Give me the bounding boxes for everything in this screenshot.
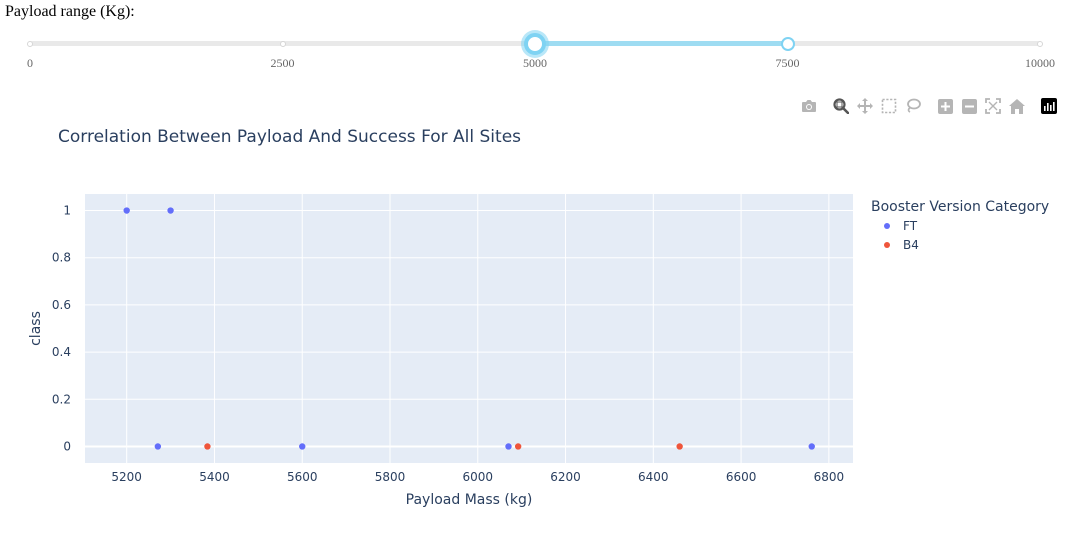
data-point-b4[interactable]: [204, 443, 211, 450]
y-tick-label: 0.6: [52, 298, 71, 312]
x-tick-label: 5600: [287, 470, 318, 484]
legend-marker-ft: [884, 223, 890, 229]
legend-marker-b4: [884, 242, 890, 248]
data-point-ft[interactable]: [808, 443, 815, 450]
y-tick-labels: 1 0.8 0.6 0.4 0.2 0: [52, 204, 71, 454]
y-tick-label: 1: [63, 204, 71, 218]
slider-mark-dot: [1037, 40, 1043, 47]
camera-icon[interactable]: [800, 97, 818, 115]
data-point-ft[interactable]: [299, 443, 306, 450]
data-point-ft[interactable]: [154, 443, 162, 450]
y-tick-label: 0.4: [52, 345, 71, 359]
y-gridlines: [85, 210, 853, 448]
data-point-ft[interactable]: [167, 207, 174, 214]
legend-item-b4[interactable]: B4: [884, 238, 919, 252]
y-axis-label: class: [28, 311, 44, 346]
slider-mark-dot: [27, 40, 33, 47]
slider-mark-label: 2500: [270, 56, 295, 70]
x-axis-label: Payload Mass (kg): [406, 492, 533, 508]
autoscale-icon[interactable]: [984, 97, 1002, 115]
y-tick-label: 0: [63, 439, 71, 453]
slider-selected-track[interactable]: [535, 41, 788, 46]
plot-area: [85, 194, 853, 463]
data-point-ft[interactable]: [123, 207, 130, 214]
y-tick-label: 0.8: [52, 251, 71, 265]
data-points: [123, 207, 815, 450]
zoom-out-icon[interactable]: [960, 97, 978, 115]
payload-range-label: Payload range (Kg):: [5, 3, 135, 20]
pan-icon[interactable]: [856, 97, 874, 115]
legend-item-ft[interactable]: FT: [884, 219, 917, 233]
data-point-ft[interactable]: [505, 443, 512, 450]
x-tick-label: 6000: [463, 470, 494, 484]
slider-mark-label: 5000: [523, 56, 547, 70]
x-gridlines: [126, 194, 830, 463]
legend-title: Booster Version Category: [871, 199, 1050, 215]
chart-title: Correlation Between Payload And Success …: [58, 127, 522, 147]
x-tick-label: 6200: [550, 470, 581, 484]
legend-label-ft: FT: [903, 219, 918, 233]
slider-handle-max[interactable]: [780, 36, 795, 51]
x-tick-label: 6800: [814, 470, 845, 484]
reset-axes-icon[interactable]: [1008, 97, 1026, 115]
x-tick-labels: 5200 5400 5600 5800 6000 6200 6400 6600 6800: [111, 470, 844, 484]
zoom-in-icon[interactable]: [936, 97, 954, 115]
data-point-b4[interactable]: [676, 443, 683, 450]
x-tick-label: 5800: [375, 470, 406, 484]
plotly-logo[interactable]: [1040, 97, 1058, 115]
x-tick-label: 6600: [726, 470, 757, 484]
data-point-b4[interactable]: [514, 443, 522, 450]
box-select-icon[interactable]: [880, 97, 898, 115]
x-tick-label: 5200: [111, 470, 142, 484]
slider-handle-min[interactable]: [524, 32, 546, 55]
x-tick-label: 5400: [199, 470, 230, 484]
slider-mark-dot: [279, 40, 286, 47]
slider-mark-label: 10000: [1025, 56, 1055, 70]
slider-mark-label: 7500: [775, 56, 800, 70]
legend-label-b4: B4: [903, 238, 919, 252]
zoom-icon[interactable]: [832, 97, 850, 115]
slider-mark-label: 0: [27, 56, 33, 70]
x-tick-label: 6400: [638, 470, 669, 484]
y-tick-label: 0.2: [52, 392, 71, 406]
lasso-icon[interactable]: [904, 97, 922, 115]
